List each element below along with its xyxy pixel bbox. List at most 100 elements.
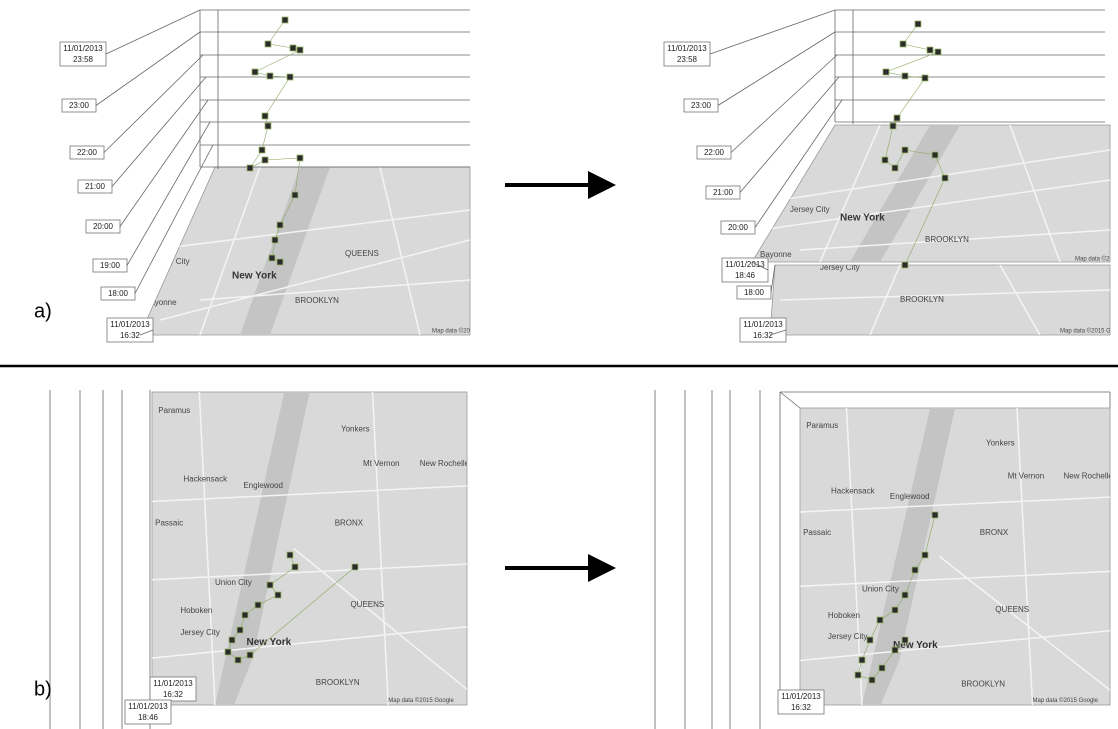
- event-marker: [932, 152, 938, 158]
- map-label: Mt Vernon: [1008, 471, 1044, 480]
- map-label: Yonkers: [986, 439, 1015, 448]
- time-label-time: 23:00: [69, 101, 90, 110]
- event-marker: [882, 157, 888, 163]
- map-label: BROOKLYN: [316, 678, 360, 687]
- time-label-date: 11/01/2013: [63, 44, 103, 53]
- map-label: Paramus: [158, 406, 190, 415]
- event-marker: [287, 552, 293, 558]
- time-label-time: 19:00: [100, 261, 121, 270]
- map-label: Englewood: [243, 481, 283, 490]
- map-label: Hoboken: [828, 611, 860, 620]
- time-label-time: 16:32: [753, 331, 774, 340]
- time-axis-line: [96, 32, 200, 106]
- cube-before: Jersey City New York BROOKLYN Bayonne QU…: [60, 10, 498, 342]
- panel-label: a): [34, 300, 52, 322]
- event-marker: [247, 165, 253, 171]
- map-label: New York: [840, 213, 885, 224]
- map-label: Union City: [862, 584, 899, 593]
- event-marker: [225, 649, 231, 655]
- time-label-time: 18:00: [108, 289, 129, 298]
- map-label: Jersey City: [180, 628, 220, 637]
- time-label-time: 20:00: [93, 222, 114, 231]
- event-marker: [229, 637, 235, 643]
- event-marker: [902, 147, 908, 153]
- map: [152, 392, 467, 705]
- map-label: Map data ©2015 Google: [1075, 256, 1118, 263]
- time-label-date: 11/01/2013: [725, 260, 765, 269]
- event-marker: [292, 564, 298, 570]
- event-marker: [237, 627, 243, 633]
- map-label: Map data ©2015 Google: [1060, 328, 1118, 335]
- time-label-time: 20:00: [728, 223, 749, 232]
- time-label-date: 11/01/2013: [781, 692, 821, 701]
- map-label: BROOKLYN: [900, 295, 944, 304]
- time-label-date: 11/01/2013: [743, 320, 783, 329]
- map-label: BRONX: [980, 528, 1009, 537]
- time-label-date: 11/01/2013: [153, 679, 193, 688]
- map-label: Jersey City: [820, 263, 860, 272]
- map-label: BROOKLYN: [295, 296, 339, 305]
- map-label: Map data ©2015 Google: [1033, 697, 1099, 704]
- event-marker: [262, 113, 268, 119]
- event-marker: [287, 74, 293, 80]
- figure: Jersey City New York BROOKLYN Bayonne QU…: [0, 0, 1118, 729]
- map-label: Englewood: [890, 492, 930, 501]
- event-marker: [265, 123, 271, 129]
- event-marker: [942, 175, 948, 181]
- event-marker: [879, 665, 885, 671]
- event-marker: [892, 607, 898, 613]
- time-label-time: 16:32: [163, 690, 184, 699]
- map-label: Mt Vernon: [363, 459, 399, 468]
- event-marker: [883, 69, 889, 75]
- map-label: BRONX: [335, 519, 364, 528]
- event-marker: [297, 155, 303, 161]
- map-label: Map data ©2015 Google: [432, 328, 498, 335]
- map-label: Passaic: [155, 519, 183, 528]
- event-marker: [922, 552, 928, 558]
- event-marker: [277, 222, 283, 228]
- event-marker: [902, 262, 908, 268]
- time-label-time: 23:00: [691, 101, 712, 110]
- map-label: Union City: [215, 578, 252, 587]
- time-axis-line: [710, 10, 835, 54]
- event-marker: [915, 21, 921, 27]
- time-label-date: 11/01/2013: [128, 702, 168, 711]
- time-axis-line: [120, 100, 208, 227]
- map: [800, 408, 1110, 705]
- map-label: New Rochelle: [1064, 471, 1114, 480]
- event-marker: [292, 192, 298, 198]
- event-marker: [892, 647, 898, 653]
- time-label-time: 23:58: [677, 55, 698, 64]
- event-marker: [867, 637, 873, 643]
- map-label: Map data ©2015 Google: [388, 697, 454, 704]
- event-marker: [255, 602, 261, 608]
- map-label: Hackensack: [831, 486, 876, 495]
- time-label-time: 16:32: [791, 703, 812, 712]
- event-marker: [247, 652, 253, 658]
- map-label: New York: [232, 271, 277, 282]
- event-marker: [894, 115, 900, 121]
- time-label-time: 22:00: [704, 148, 725, 157]
- map-label: BROOKLYN: [925, 235, 969, 244]
- time-label-time: 18:00: [744, 288, 765, 297]
- map-label: Hoboken: [180, 606, 212, 615]
- map-label: Yonkers: [341, 425, 370, 434]
- event-marker: [932, 512, 938, 518]
- time-label-time: 21:00: [85, 182, 106, 191]
- time-label-time: 22:00: [77, 148, 98, 157]
- map-label: QUEENS: [350, 600, 384, 609]
- event-marker: [935, 49, 941, 55]
- map-label: Jersey City: [790, 205, 830, 214]
- arrow: [505, 554, 616, 582]
- event-marker: [877, 617, 883, 623]
- time-axis-line: [718, 32, 835, 106]
- map-label: Jersey City: [150, 257, 190, 266]
- time-label-date: 11/01/2013: [110, 320, 150, 329]
- event-marker: [275, 592, 281, 598]
- event-marker: [290, 45, 296, 51]
- view-after: ParamusYonkersMt VernonNew RochelleEngle…: [655, 390, 1113, 729]
- event-marker: [902, 73, 908, 79]
- event-marker: [267, 582, 273, 588]
- event-marker: [259, 147, 265, 153]
